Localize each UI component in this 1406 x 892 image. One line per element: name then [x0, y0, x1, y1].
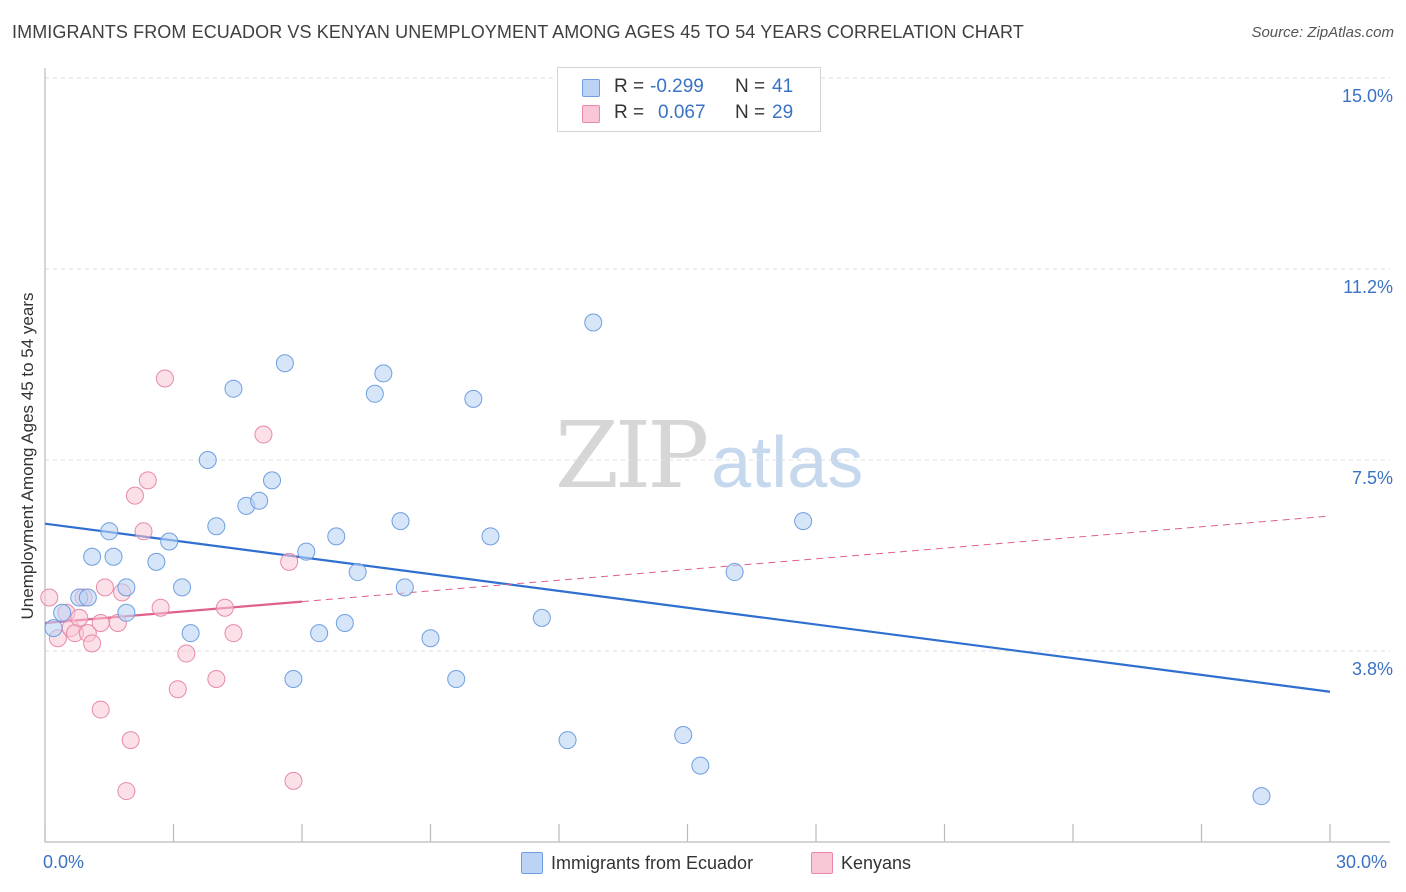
ecuador-point	[104, 547, 123, 566]
ecuador-point	[464, 389, 483, 408]
y-axis-label: Unemployment Among Ages 45 to 54 years	[18, 292, 37, 620]
ecuador-point	[348, 563, 367, 582]
kenyans-point	[138, 471, 157, 490]
ecuador-point	[1252, 787, 1271, 806]
ecuador-point	[584, 313, 603, 332]
watermark-zip: ZIP	[555, 402, 709, 509]
legend-n-label: N =	[735, 76, 766, 97]
ecuador-point	[181, 624, 200, 643]
watermark-atlas: atlas	[711, 423, 864, 503]
ecuador-point	[310, 624, 329, 643]
watermark: ZIPatlas	[555, 402, 863, 509]
ecuador-point	[365, 384, 384, 403]
kenyans-point	[40, 588, 59, 607]
legend-swatch-blue	[582, 79, 600, 97]
ecuador-point	[117, 578, 136, 597]
kenyans-point	[254, 425, 273, 444]
legend-swatch-pink	[582, 105, 600, 123]
kenyans-point	[83, 634, 102, 653]
ecuador-point	[263, 471, 282, 490]
bottom-legend-ecuador[interactable]: Immigrants from Ecuador	[521, 852, 753, 874]
ecuador-point	[691, 756, 710, 775]
kenyans-point	[168, 680, 187, 699]
ecuador-point	[100, 522, 119, 541]
source-credit: Source: ZipAtlas.com	[1251, 24, 1394, 41]
ecuador-point	[794, 512, 813, 531]
legend-r-value: 0.067	[658, 102, 706, 123]
ecuador-point	[250, 491, 269, 510]
ecuador-points	[44, 313, 1271, 806]
ecuador-point	[395, 578, 414, 597]
ecuador-point	[275, 354, 294, 373]
ecuador-point	[327, 527, 346, 546]
y-tick-label: 15.0%	[1341, 86, 1393, 106]
ecuador-point	[173, 578, 192, 597]
ecuador-point	[725, 563, 744, 582]
ecuador-point	[558, 731, 577, 750]
chart-title: IMMIGRANTS FROM ECUADOR VS KENYAN UNEMPL…	[12, 22, 1024, 42]
x-tick-label-min: 0.0%	[43, 852, 85, 872]
kenyans-point	[117, 782, 136, 801]
kenyans-trend-line-dashed	[301, 515, 1331, 603]
kenyans-point	[70, 608, 89, 627]
kenyans-point	[125, 486, 144, 505]
kenyans-point	[91, 700, 110, 719]
kenyans-point	[155, 369, 174, 388]
ecuador-point	[421, 629, 440, 648]
kenyans-point	[284, 771, 303, 790]
kenyans-point	[207, 670, 226, 689]
ecuador-point	[117, 603, 136, 622]
ecuador-point	[481, 527, 500, 546]
ecuador-point	[391, 512, 410, 531]
bottom-legend-label-kenyans: Kenyans	[841, 853, 912, 873]
ecuador-point	[674, 726, 693, 745]
y-tick-label: 3.8%	[1351, 659, 1393, 679]
legend-r-value: -0.299	[650, 76, 704, 97]
ecuador-point	[224, 379, 243, 398]
ecuador-point	[297, 542, 316, 561]
bottom-legend-swatch-pink	[811, 852, 833, 874]
ecuador-point	[335, 613, 354, 632]
ecuador-trend-line	[44, 522, 1331, 693]
ecuador-point	[44, 619, 63, 638]
kenyans-point	[151, 598, 170, 617]
kenyans-point	[224, 624, 243, 643]
x-tick-label-max: 30.0%	[1336, 852, 1388, 872]
legend-n-label: N =	[735, 102, 766, 123]
legend-r-label: R =	[614, 102, 645, 123]
ecuador-point	[78, 588, 97, 607]
legend-n-value: 41	[772, 76, 794, 97]
kenyans-point	[121, 731, 140, 750]
ecuador-point	[447, 670, 466, 689]
trend-lines	[44, 515, 1331, 693]
kenyans-point	[91, 613, 110, 632]
ecuador-point	[83, 547, 102, 566]
correlation-legend: R = -0.299 N = 41 R = 0.067 N = 29	[557, 67, 821, 132]
y-tick-label: 11.2%	[1343, 277, 1393, 297]
kenyans-point	[95, 578, 114, 597]
kenyans-point	[134, 522, 153, 541]
kenyans-point	[280, 552, 299, 571]
y-tick-label: 7.5%	[1351, 468, 1393, 488]
ecuador-point	[198, 451, 217, 469]
ecuador-point	[207, 517, 226, 536]
ecuador-point	[53, 603, 72, 622]
bottom-legend-label-ecuador: Immigrants from Ecuador	[551, 853, 754, 873]
kenyans-point	[215, 598, 234, 617]
bottom-legend-kenyans[interactable]: Kenyans	[811, 852, 911, 874]
bottom-legend-swatch-blue	[521, 852, 543, 874]
ecuador-point	[532, 608, 551, 627]
ecuador-point	[147, 552, 166, 571]
axes	[44, 68, 1390, 843]
kenyans-points	[40, 369, 303, 801]
ecuador-point	[374, 364, 393, 383]
legend-r-label: R =	[614, 76, 645, 97]
ecuador-point	[160, 532, 179, 551]
grid-lines	[45, 77, 1390, 652]
kenyans-point	[177, 644, 196, 663]
ecuador-point	[284, 670, 303, 689]
legend-n-value: 29	[772, 102, 794, 123]
